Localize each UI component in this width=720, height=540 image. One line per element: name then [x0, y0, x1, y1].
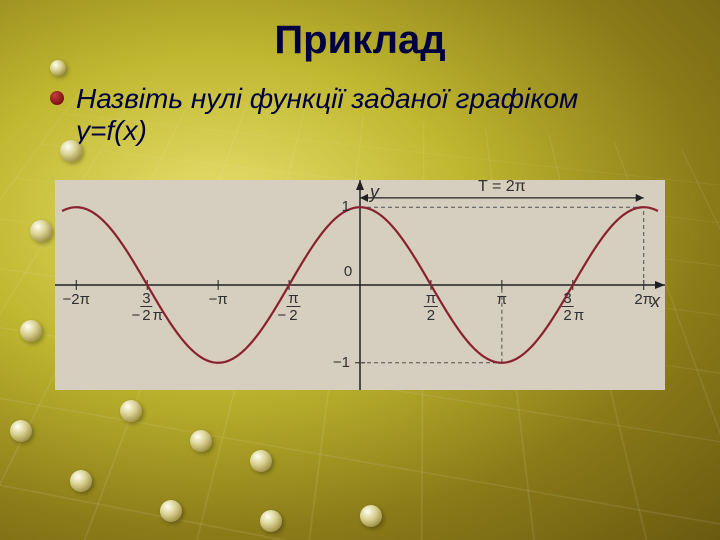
decorative-dot [160, 500, 182, 522]
x-axis-label: x [651, 291, 660, 312]
x-tick-label: π [497, 291, 507, 308]
bullet-row: Назвіть нулі функції заданої графікомy=f… [50, 83, 670, 147]
decorative-dot [30, 220, 52, 242]
x-tick-label: −2π [63, 291, 90, 308]
y-tick-label: 1 [342, 198, 350, 215]
decorative-dot [70, 470, 92, 492]
bullet-text: Назвіть нулі функції заданої графікомy=f… [76, 83, 578, 147]
x-tick-label: π2 [424, 291, 438, 324]
decorative-dot [360, 505, 382, 527]
decorative-dot [260, 510, 282, 532]
y-tick-label: −1 [333, 354, 350, 371]
x-tick-label: 32π [561, 291, 584, 324]
slide: Приклад Назвіть нулі функції заданої гра… [0, 0, 720, 540]
decorative-dot [190, 430, 212, 452]
x-tick-label: −32π [131, 291, 162, 324]
bullet-icon [50, 91, 64, 105]
decorative-dot [20, 320, 42, 342]
y-axis-label: y [370, 182, 379, 203]
slide-title: Приклад [0, 0, 720, 63]
chart: −2π−32π−π−π2π2π32π2π1−10yxT = 2π [55, 180, 665, 390]
bullet-line2: y=f(x) [76, 115, 147, 146]
decorative-dot [120, 400, 142, 422]
chart-labels: −2π−32π−π−π2π2π32π2π1−10yxT = 2π [55, 180, 665, 390]
origin-label: 0 [344, 263, 352, 280]
period-label: T = 2π [478, 178, 526, 196]
x-tick-label: −π [209, 291, 228, 308]
bullet-line1: Назвіть нулі функції заданої графіком [76, 83, 578, 114]
decorative-dot [10, 420, 32, 442]
x-tick-label: −π2 [278, 291, 301, 324]
decorative-dot [250, 450, 272, 472]
